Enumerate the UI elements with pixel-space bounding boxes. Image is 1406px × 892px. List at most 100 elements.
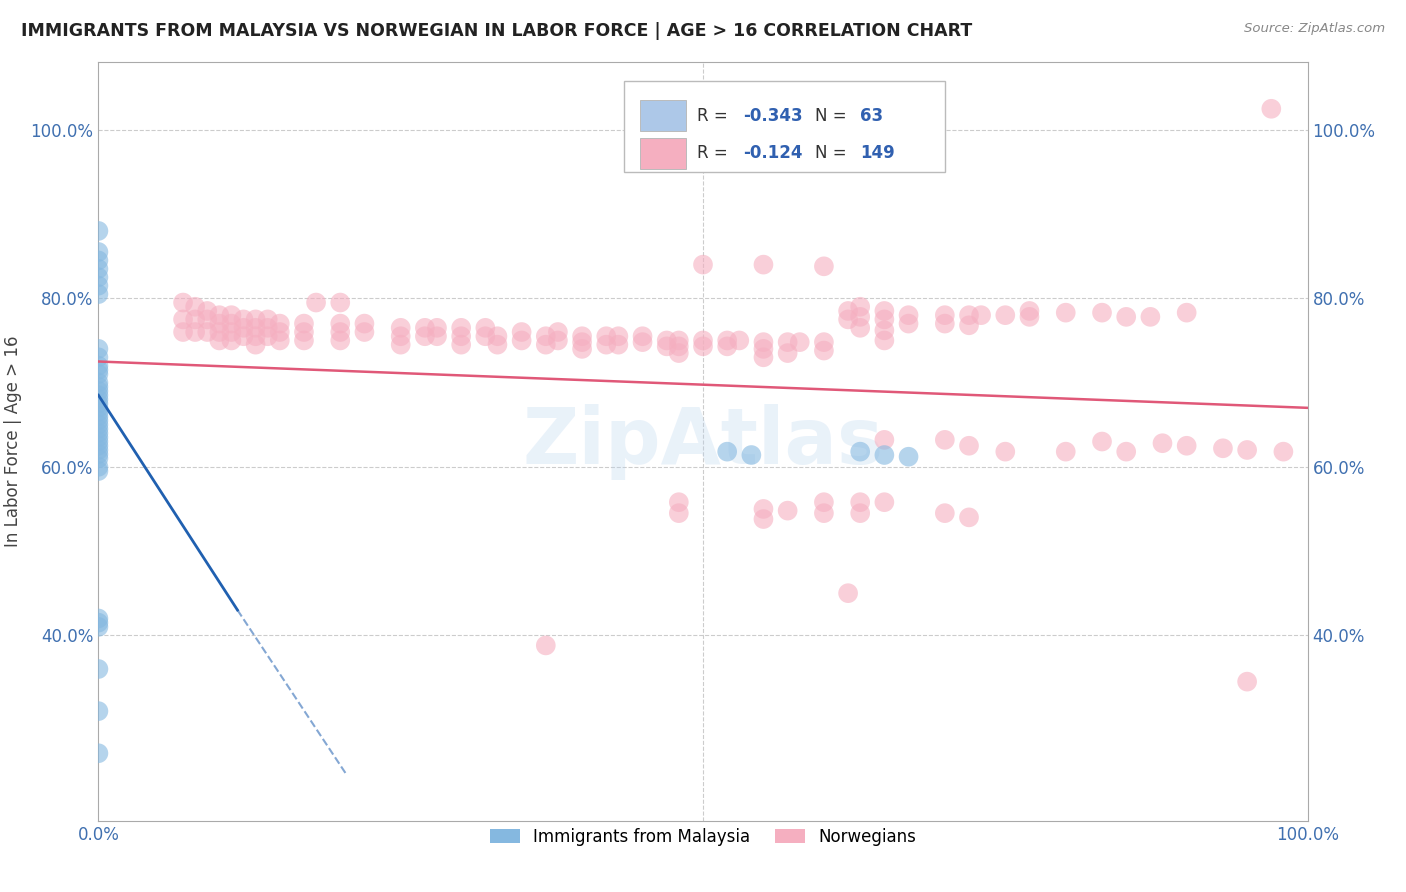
Point — [849, 310, 872, 324]
Point — [208, 334, 231, 348]
Point — [87, 253, 110, 268]
Point — [232, 321, 254, 335]
Point — [195, 304, 218, 318]
Point — [256, 312, 278, 326]
Point — [172, 325, 194, 339]
Point — [1115, 310, 1137, 324]
Point — [813, 335, 835, 350]
Point — [269, 325, 291, 339]
Point — [1091, 306, 1114, 320]
Point — [245, 321, 267, 335]
Point — [195, 312, 218, 326]
Point — [934, 433, 956, 447]
Point — [292, 334, 315, 348]
Point — [1018, 304, 1040, 318]
Point — [849, 444, 872, 458]
Point — [1054, 306, 1077, 320]
Point — [329, 334, 352, 348]
Bar — [640, 101, 686, 130]
Point — [668, 339, 690, 353]
Point — [1175, 306, 1198, 320]
Point — [208, 308, 231, 322]
Point — [1115, 444, 1137, 458]
Point — [87, 434, 110, 449]
Point — [1139, 310, 1161, 324]
Point — [1212, 442, 1234, 456]
Point — [232, 312, 254, 326]
Point — [607, 337, 630, 351]
Point — [849, 495, 872, 509]
Point — [934, 506, 956, 520]
Point — [837, 312, 859, 326]
Point — [813, 343, 835, 358]
Point — [269, 334, 291, 348]
Point — [1175, 439, 1198, 453]
Point — [184, 312, 207, 326]
Text: -0.343: -0.343 — [742, 106, 803, 125]
Point — [934, 317, 956, 331]
Point — [413, 321, 436, 335]
Point — [510, 325, 533, 339]
Point — [655, 334, 678, 348]
Point — [789, 335, 811, 350]
Point — [994, 444, 1017, 458]
Point — [208, 325, 231, 339]
Point — [450, 321, 472, 335]
Point — [87, 459, 110, 474]
Point — [426, 329, 449, 343]
Point — [87, 662, 110, 676]
Point — [994, 308, 1017, 322]
Point — [1236, 674, 1258, 689]
Point — [571, 329, 593, 343]
Point — [873, 323, 896, 337]
Point — [87, 704, 110, 718]
Point — [534, 337, 557, 351]
Point — [256, 321, 278, 335]
Point — [1236, 442, 1258, 457]
Bar — [640, 138, 686, 169]
Point — [1091, 434, 1114, 449]
Point — [776, 346, 799, 360]
Point — [897, 317, 920, 331]
Point — [292, 325, 315, 339]
Point — [1054, 444, 1077, 458]
Point — [1152, 436, 1174, 450]
Point — [87, 351, 110, 365]
Text: 149: 149 — [860, 145, 896, 162]
Point — [631, 335, 654, 350]
Point — [87, 278, 110, 293]
Point — [1260, 102, 1282, 116]
Point — [245, 337, 267, 351]
Point — [837, 586, 859, 600]
Point — [486, 337, 509, 351]
Point — [87, 287, 110, 301]
Point — [752, 512, 775, 526]
Point — [752, 335, 775, 350]
Point — [776, 335, 799, 350]
Point — [849, 300, 872, 314]
Point — [897, 450, 920, 464]
Point — [87, 359, 110, 373]
Point — [87, 396, 110, 410]
Point — [571, 335, 593, 350]
Point — [232, 329, 254, 343]
Point — [957, 308, 980, 322]
Point — [329, 295, 352, 310]
Point — [849, 321, 872, 335]
Point — [813, 495, 835, 509]
Text: R =: R = — [697, 145, 733, 162]
Point — [87, 439, 110, 453]
Point — [752, 502, 775, 516]
Point — [607, 329, 630, 343]
Point — [208, 317, 231, 331]
Bar — [624, 81, 945, 172]
Point — [221, 325, 243, 339]
Point — [87, 376, 110, 390]
Point — [269, 317, 291, 331]
Point — [776, 503, 799, 517]
Point — [389, 337, 412, 351]
Point — [752, 351, 775, 365]
Point — [474, 321, 496, 335]
Point — [692, 258, 714, 272]
Point — [873, 433, 896, 447]
